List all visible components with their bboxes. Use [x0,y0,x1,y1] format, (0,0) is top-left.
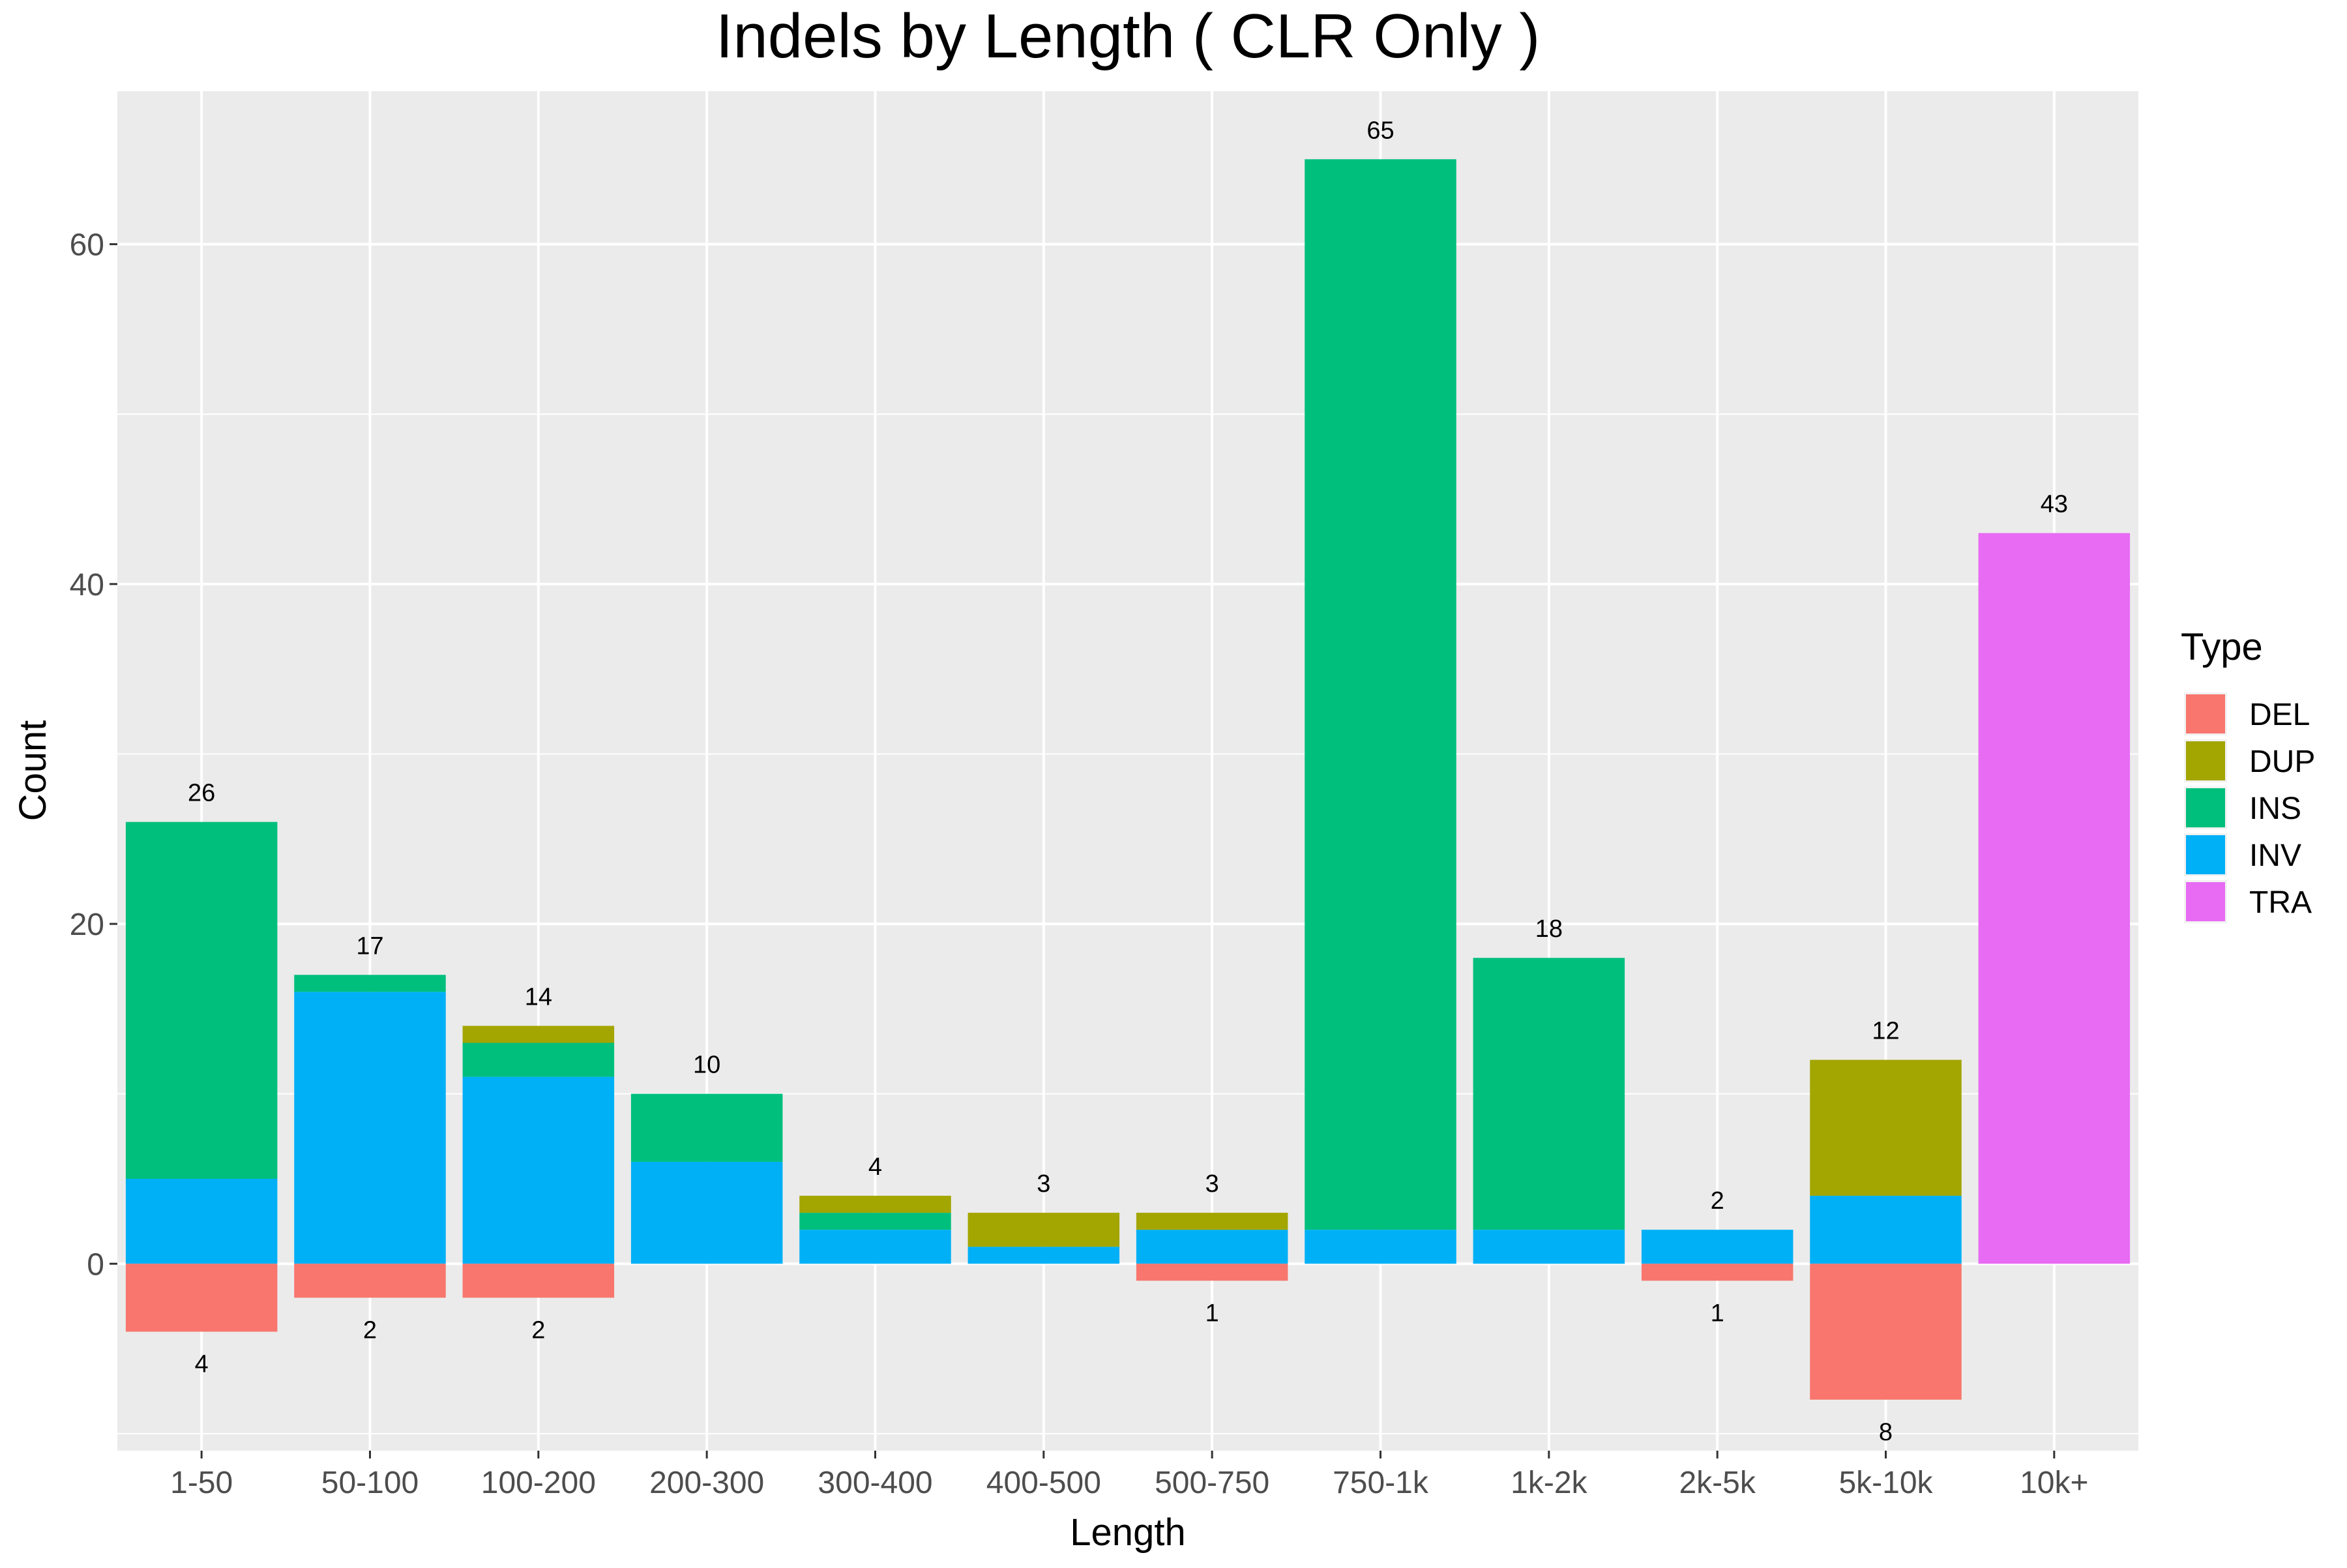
bar-segment-dup [1136,1213,1288,1230]
bar-segment-inv [294,992,446,1264]
positive-total-label: 65 [1366,117,1394,144]
bar-segment-inv [1641,1230,1793,1264]
bar-segment-inv [1810,1196,1962,1264]
bar-segment-del [125,1264,278,1332]
plot-panel [117,91,2138,1451]
legend: Type DEL DUP INS INV TRA [2181,626,2315,923]
y-tick-label: 20 [70,908,104,942]
x-tick-label: 1k-2k [1511,1466,1587,1500]
bar-segment-del [1136,1264,1288,1281]
bar-segment-dup [1810,1059,1962,1196]
bar-segment-inv [1473,1230,1625,1264]
legend-swatch-inv [2186,835,2225,874]
negative-total-label: 1 [1205,1299,1219,1327]
x-tick-label: 50-100 [321,1466,419,1500]
legend-swatch-ins [2186,788,2225,827]
y-axis-title: Count [12,720,54,821]
x-tick-label: 1-50 [170,1466,233,1500]
negative-total-label: 8 [1879,1419,1893,1446]
bar-segment-inv [630,1161,783,1264]
bar-segment-del [1810,1264,1962,1400]
x-tick-label: 400-500 [986,1466,1101,1500]
x-tick-label: 5k-10k [1838,1466,1933,1500]
bar-segment-del [1641,1264,1793,1281]
legend-swatch-dup [2186,741,2225,780]
legend-label-dup: DUP [2249,745,2315,779]
negative-total-label: 2 [531,1316,545,1344]
legend-label-ins: INS [2249,791,2301,826]
positive-total-label: 18 [1535,915,1563,943]
positive-total-label: 26 [188,780,215,807]
bar-segment-inv [967,1247,1120,1264]
bar-segment-ins [799,1213,951,1230]
bar-segment-del [462,1264,615,1298]
x-tick-label: 2k-5k [1679,1466,1756,1500]
bar-segment-inv [462,1076,615,1264]
legend-label-inv: INV [2249,838,2301,873]
positive-total-label: 2 [1711,1187,1724,1215]
bar-segment-ins [1473,958,1625,1230]
bar-segment-dup [462,1026,615,1043]
negative-total-label: 2 [363,1316,377,1344]
legend-swatch-tra [2186,882,2225,921]
negative-total-label: 1 [1711,1299,1724,1327]
bar-segment-ins [125,821,278,1179]
x-tick-label: 100-200 [481,1466,596,1500]
x-tick-label: 500-750 [1155,1466,1269,1500]
x-tick-label: 750-1k [1333,1466,1429,1500]
bar-segment-inv [125,1179,278,1264]
bar-segment-ins [294,975,446,992]
bar-segment-dup [799,1196,951,1213]
y-tick-label: 60 [70,228,104,263]
positive-total-label: 43 [2041,491,2068,518]
legend-label-tra: TRA [2249,885,2312,920]
bar-segment-tra [1978,533,2131,1264]
y-tick-label: 40 [70,568,104,602]
negative-total-label: 4 [195,1351,209,1378]
legend-swatch-del [2186,694,2225,733]
chart-title: Indels by Length ( CLR Only ) [716,1,1541,71]
x-tick-label: 200-300 [649,1466,764,1500]
positive-total-label: 10 [693,1052,720,1079]
bar-segment-ins [462,1043,615,1077]
legend-title: Type [2181,626,2263,668]
axes: 0 20 40 60 1-50 50-100 100-200 200-300 300-400 40… [70,228,2089,1500]
bars [125,159,2131,1400]
positive-total-label: 4 [868,1153,882,1181]
bar-segment-inv [1305,1230,1456,1264]
x-axis-title: Length [1070,1511,1185,1554]
bar-segment-inv [799,1230,951,1264]
positive-total-label: 3 [1205,1170,1219,1198]
positive-total-label: 3 [1037,1170,1050,1198]
positive-total-label: 17 [356,932,383,960]
legend-label-del: DEL [2249,698,2310,732]
bar-segment-inv [1136,1230,1288,1264]
bar-segment-del [294,1264,446,1298]
positive-total-label: 14 [525,983,552,1011]
x-tick-label: 10k+ [2020,1466,2088,1500]
bar-segment-ins [1305,159,1456,1230]
positive-total-label: 12 [1872,1018,1899,1045]
x-tick-label: 300-400 [818,1466,932,1500]
bar-segment-dup [967,1213,1120,1247]
bar-segment-ins [630,1093,783,1162]
y-tick-label: 0 [87,1247,104,1282]
